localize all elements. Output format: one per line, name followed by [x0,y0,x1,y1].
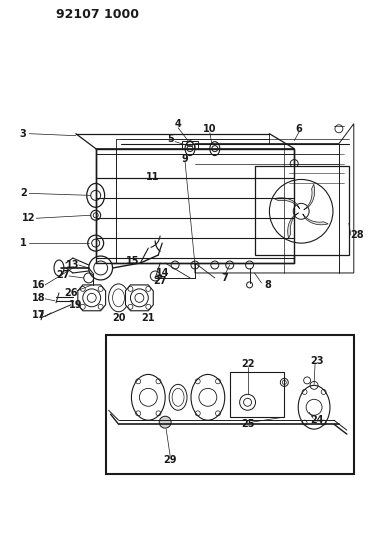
Text: 12: 12 [22,213,36,223]
Text: 2: 2 [20,188,27,198]
Circle shape [159,416,171,428]
Polygon shape [274,198,300,209]
Text: 13: 13 [66,260,80,270]
Circle shape [293,203,309,219]
Text: 11: 11 [146,173,159,182]
Text: 4: 4 [175,119,182,129]
Text: 16: 16 [32,280,46,290]
Polygon shape [125,285,153,311]
Bar [96,149,294,263]
Bar [230,373,284,417]
Ellipse shape [298,385,330,429]
Text: 25: 25 [241,419,254,429]
Polygon shape [304,184,315,210]
Text: 6: 6 [296,124,302,134]
Polygon shape [288,213,299,238]
Text: 3: 3 [20,128,27,139]
Text: 20: 20 [112,313,125,323]
Text: 23: 23 [310,356,324,366]
Bar [182,141,198,149]
Text: 19: 19 [69,300,82,310]
Text: 9: 9 [182,154,188,164]
Text: 29: 29 [163,455,177,465]
Text: 10: 10 [203,124,217,134]
Text: 8: 8 [264,280,271,290]
Text: 15: 15 [126,256,139,266]
Text: 7: 7 [222,273,228,283]
Bar [255,166,349,255]
Text: 17: 17 [32,310,46,320]
Ellipse shape [131,375,165,420]
Text: 14: 14 [155,268,169,278]
Text: 92107 1000: 92107 1000 [56,8,139,21]
Polygon shape [303,214,328,225]
Ellipse shape [191,375,225,420]
Bar [106,335,354,474]
Text: 24: 24 [310,415,324,425]
Text: 26: 26 [64,288,78,298]
Circle shape [89,256,112,280]
Text: 21: 21 [142,313,155,323]
Text: 18: 18 [32,293,46,303]
Text: 22: 22 [241,359,254,369]
Polygon shape [78,285,106,311]
Text: 28: 28 [350,230,364,240]
Text: 27: 27 [154,276,167,286]
Text: 1: 1 [20,238,27,248]
Text: 5: 5 [167,134,174,144]
Text: 27: 27 [56,270,70,280]
